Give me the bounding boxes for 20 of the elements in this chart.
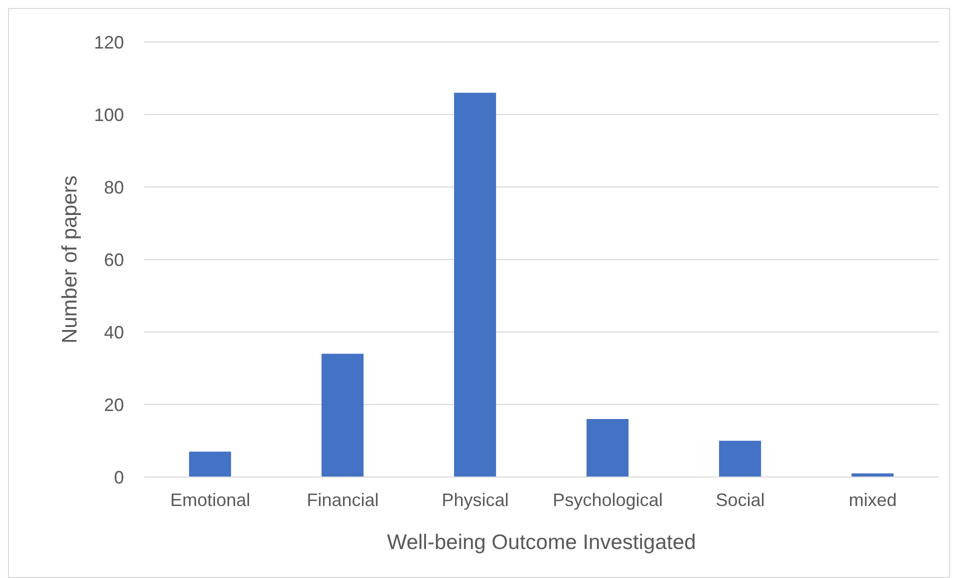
- y-tick-label: 40: [104, 322, 124, 342]
- x-tick-label: Social: [716, 490, 765, 510]
- x-tick-label: Financial: [306, 490, 379, 510]
- x-tick-label: mixed: [848, 490, 897, 510]
- y-axis-title: Number of papers: [58, 175, 82, 344]
- y-tick-label: 120: [94, 32, 124, 52]
- bar: [454, 92, 496, 477]
- y-tick-label: 80: [104, 177, 124, 198]
- bar: [586, 419, 629, 477]
- bar: [719, 440, 762, 477]
- bar: [189, 452, 232, 477]
- x-axis-title: Well-being Outcome Investigated: [387, 531, 696, 554]
- x-tick-label: Psychological: [552, 490, 663, 510]
- y-tick-label: 100: [94, 104, 124, 125]
- x-tick-label: Emotional: [170, 490, 250, 510]
- y-tick-label: 20: [104, 394, 124, 415]
- bar: [322, 354, 364, 477]
- y-tick-label: 0: [114, 467, 124, 488]
- x-tick-label: Physical: [442, 490, 509, 510]
- y-tick-label: 60: [104, 250, 124, 270]
